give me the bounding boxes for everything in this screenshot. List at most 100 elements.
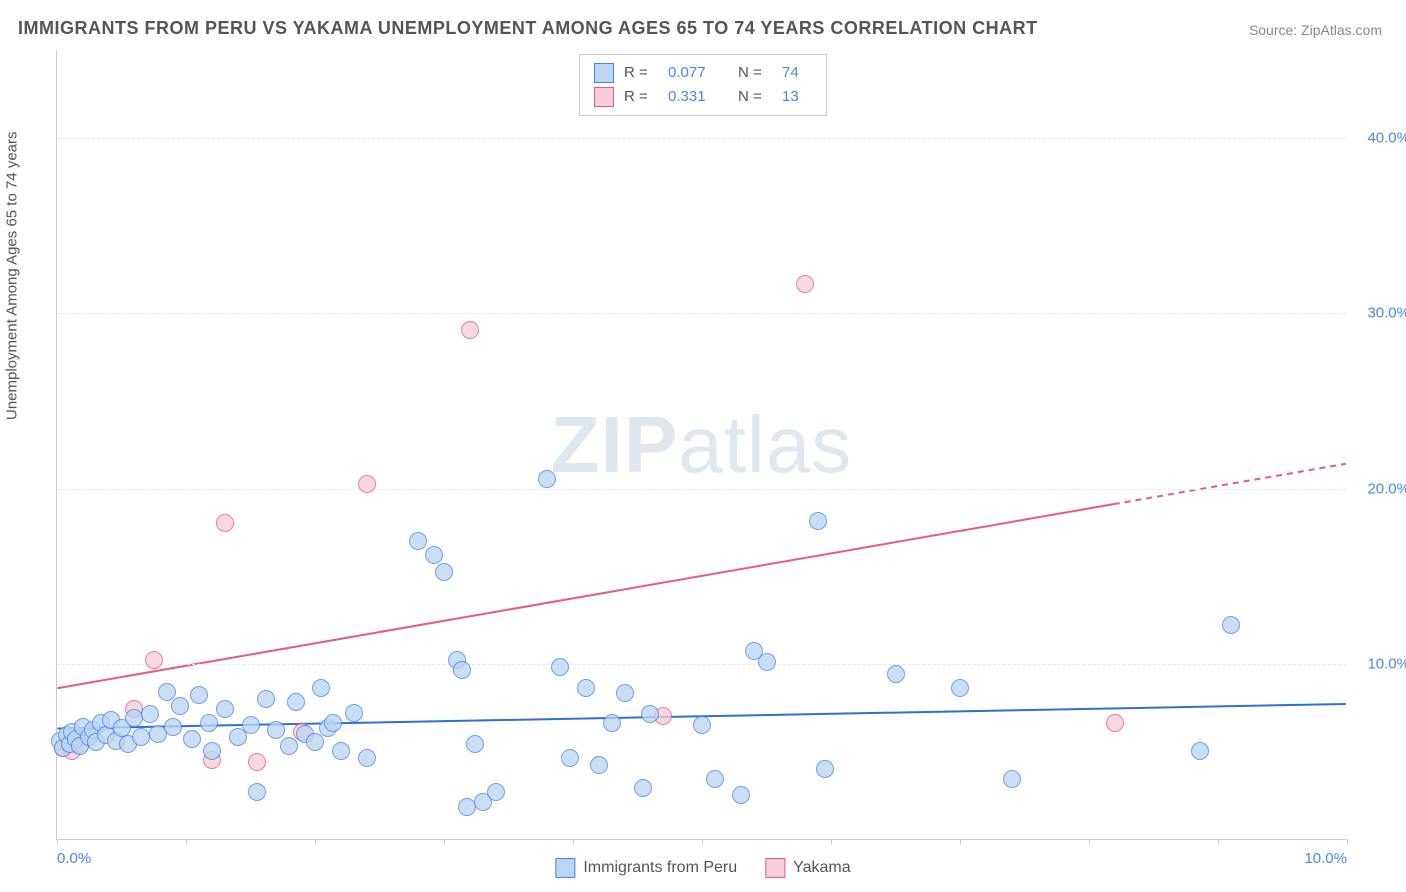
legend-stat-row: R = 0.331 N = 13 [594,85,812,109]
scatter-point [171,697,189,715]
scatter-point [1191,742,1209,760]
scatter-point [248,753,266,771]
legend-stats-box: R = 0.077 N = 74 R = 0.331 N = 13 [579,54,827,116]
scatter-point [732,786,750,804]
legend-swatch [555,858,575,878]
scatter-point [141,705,159,723]
legend-swatch [594,63,614,83]
scatter-point [190,686,208,704]
scatter-point [561,749,579,767]
y-tick-label: 20.0% [1367,480,1406,497]
scatter-point [409,532,427,550]
legend-r-value: 0.331 [668,85,728,109]
x-tick-mark [1089,839,1090,845]
scatter-point [951,679,969,697]
scatter-point [324,714,342,732]
legend-item: Immigrants from Peru [555,858,737,878]
y-tick-label: 30.0% [1367,305,1406,322]
scatter-point [267,721,285,739]
scatter-point [461,321,479,339]
scatter-point [145,651,163,669]
x-tick-mark [960,839,961,845]
scatter-point [257,690,275,708]
scatter-point [287,693,305,711]
scatter-point [164,718,182,736]
scatter-point [425,546,443,564]
x-tick-mark [573,839,574,845]
scatter-point [603,714,621,732]
scatter-point [634,779,652,797]
gridline [57,489,1346,490]
chart-title: IMMIGRANTS FROM PERU VS YAKAMA UNEMPLOYM… [18,18,1038,39]
legend-swatch [765,858,785,878]
scatter-point [345,704,363,722]
plot-area: ZIPatlas 10.0%20.0%30.0%40.0%0.0%10.0% [56,50,1346,840]
gridline [57,313,1346,314]
scatter-point [453,661,471,679]
scatter-point [887,665,905,683]
x-tick-mark [702,839,703,845]
legend-series: Immigrants from Peru Yakama [555,858,850,878]
scatter-point [641,705,659,723]
watermark-bold: ZIP [551,400,678,489]
scatter-point [745,642,763,660]
y-tick-label: 10.0% [1367,656,1406,673]
legend-r-value: 0.077 [668,61,728,85]
scatter-point [466,735,484,753]
legend-n-label: N = [738,61,772,85]
scatter-point [693,716,711,734]
scatter-point [1222,616,1240,634]
scatter-point [435,563,453,581]
scatter-point [487,783,505,801]
scatter-point [616,684,634,702]
scatter-point [203,742,221,760]
scatter-point [183,730,201,748]
scatter-point [200,714,218,732]
legend-n-value: 74 [782,61,812,85]
scatter-point [280,737,298,755]
scatter-point [590,756,608,774]
watermark-rest: atlas [678,400,852,489]
legend-label: Yakama [793,859,851,877]
scatter-point [216,514,234,532]
legend-n-value: 13 [782,85,812,109]
x-tick-mark [444,839,445,845]
watermark: ZIPatlas [551,399,852,491]
x-tick-mark [315,839,316,845]
legend-r-label: R = [624,61,658,85]
scatter-point [132,728,150,746]
gridline [57,138,1346,139]
scatter-point [809,512,827,530]
scatter-point [538,470,556,488]
x-tick-mark [1218,839,1219,845]
scatter-point [358,475,376,493]
x-tick-label: 0.0% [57,850,91,867]
scatter-point [358,749,376,767]
legend-swatch [594,87,614,107]
legend-stat-row: R = 0.077 N = 74 [594,61,812,85]
scatter-point [312,679,330,697]
x-tick-label: 10.0% [1304,850,1347,867]
y-tick-label: 40.0% [1367,129,1406,146]
y-axis-label: Unemployment Among Ages 65 to 74 years [4,131,21,420]
scatter-point [1003,770,1021,788]
x-tick-mark [831,839,832,845]
legend-n-label: N = [738,85,772,109]
scatter-point [216,700,234,718]
scatter-point [706,770,724,788]
x-tick-mark [57,839,58,845]
scatter-point [332,742,350,760]
scatter-point [242,716,260,734]
legend-item: Yakama [765,858,851,878]
x-tick-mark [1347,839,1348,845]
scatter-point [551,658,569,676]
scatter-point [248,783,266,801]
scatter-point [816,760,834,778]
legend-r-label: R = [624,85,658,109]
source-attribution: Source: ZipAtlas.com [1249,22,1382,38]
gridline [57,664,1346,665]
scatter-point [577,679,595,697]
scatter-point [306,733,324,751]
scatter-point [796,275,814,293]
x-tick-mark [186,839,187,845]
